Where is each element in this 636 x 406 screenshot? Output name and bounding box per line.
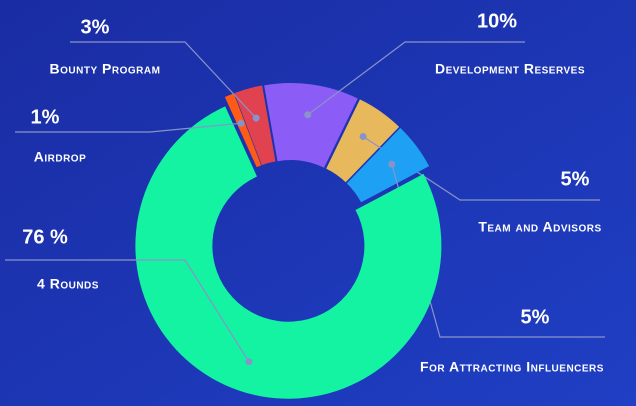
leader-line: [70, 41, 257, 119]
category-label: For Attracting Influencers: [420, 359, 604, 375]
leader-dot: [304, 111, 312, 119]
category-label: Airdrop: [34, 149, 87, 165]
value-label: 5%: [561, 168, 590, 190]
slice: [224, 93, 262, 168]
value-label: 1%: [31, 106, 60, 128]
leader-dot: [252, 114, 260, 122]
category-label: 4 Rounds: [37, 276, 99, 292]
leader-dot: [245, 358, 253, 366]
slice: [264, 83, 358, 168]
slice: [346, 127, 430, 203]
leader-dot: [237, 119, 245, 127]
leader-line: [307, 41, 525, 116]
slice: [135, 106, 442, 399]
leader-line: [5, 259, 250, 363]
slice: [326, 99, 400, 183]
value-label: 3%: [81, 16, 110, 38]
value-label: 76 %: [22, 226, 68, 248]
category-label: Development Reserves: [435, 61, 585, 77]
category-label: Team and Advisors: [478, 219, 601, 235]
leader-line: [15, 122, 242, 133]
value-label: 5%: [521, 306, 550, 328]
value-label: 10%: [477, 10, 517, 32]
leader-dot: [388, 160, 396, 168]
leader-dot: [359, 133, 367, 141]
category-label: Bounty Program: [50, 61, 161, 77]
